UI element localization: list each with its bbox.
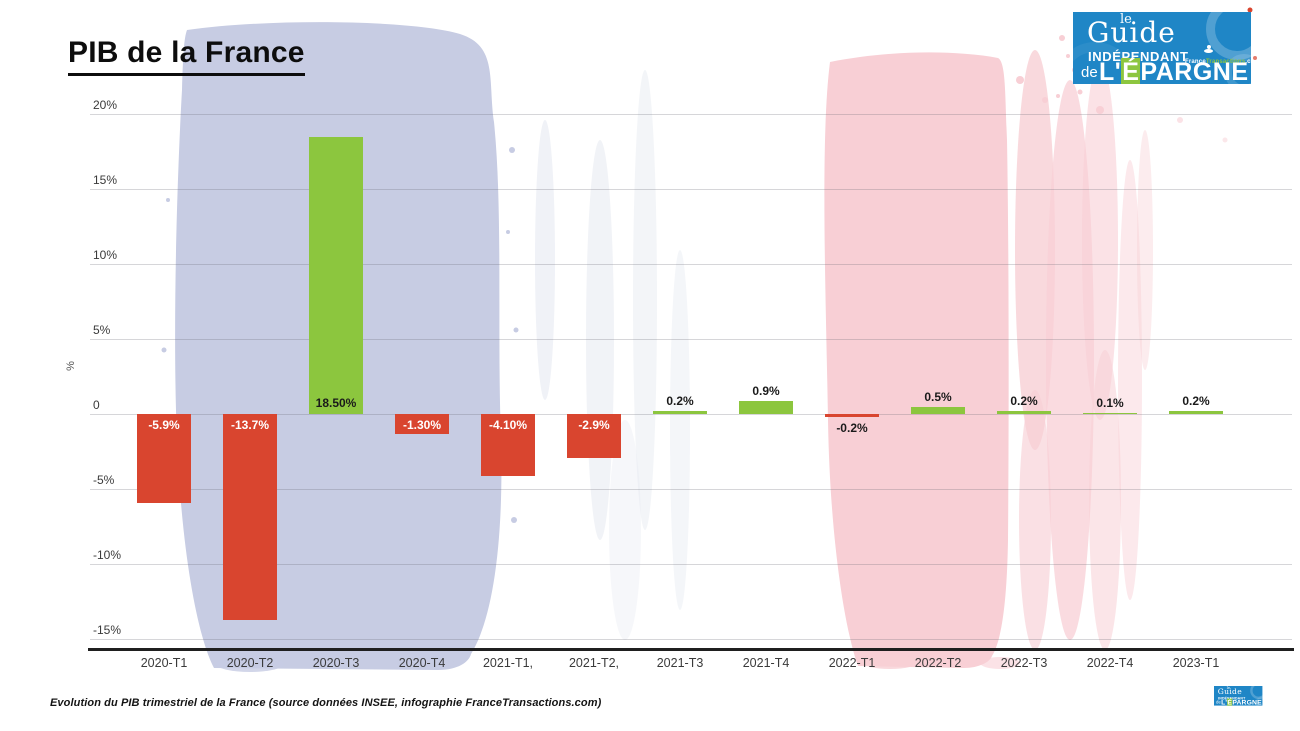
x-tick-label: 2022-T2	[914, 656, 962, 670]
logo-site-url: FranceTransactions.com	[1185, 59, 1251, 65]
bar-2021-T1	[481, 414, 535, 476]
x-tick-label: 2022-T3	[1000, 656, 1048, 670]
gridline	[90, 264, 1292, 265]
bar-2020-T1	[137, 414, 191, 503]
bar-2021-T4	[739, 400, 793, 414]
bar-value-label: -13.7%	[230, 418, 270, 432]
x-tick-label: 2020-T3	[312, 656, 360, 670]
bar-value-label: 0.2%	[666, 394, 694, 408]
bar-value-label: -4.10%	[488, 418, 528, 432]
y-tick-label: -5%	[93, 473, 115, 487]
bar-value-label: 0.2%	[1010, 394, 1038, 408]
bar-value-label: 0.5%	[924, 389, 952, 404]
logo-word-le: le	[1120, 12, 1132, 27]
x-tick-label: 2020-T2	[226, 656, 274, 670]
x-tick-label: 2020-T4	[398, 656, 446, 670]
y-tick-label: 15%	[93, 173, 118, 187]
bar-2022-T2	[911, 406, 965, 414]
x-tick-label: 2022-T4	[1086, 656, 1134, 670]
gridline	[90, 414, 1292, 415]
bar-2022-T3	[997, 411, 1051, 414]
logo-word-epargne: L'ÉPARGNE	[1099, 58, 1249, 84]
x-tick-label: 2021-T3	[656, 656, 704, 670]
y-tick-label: -10%	[93, 548, 122, 562]
source-caption: Evolution du PIB trimestriel de la Franc…	[50, 697, 602, 709]
bar-value-label: 0.2%	[1182, 394, 1210, 408]
logo-word-independant: INDÉPENDANT	[1218, 696, 1245, 700]
guide-epargne-logo-small: le Guide INDÉPENDANT de L'ÉPARGNE	[1214, 686, 1263, 716]
bar-2022-T4	[1083, 412, 1137, 414]
y-tick-label: 5%	[93, 323, 111, 337]
bar-2020-T4	[395, 414, 449, 434]
x-tick-label: 2022-T1	[828, 656, 876, 670]
bar-value-label: 0.1%	[1096, 395, 1124, 410]
logo-word-de: de	[1081, 64, 1098, 81]
x-tick-label: 2020-T1	[140, 656, 188, 670]
logo-word-epargne: L'ÉPARGNE	[1221, 698, 1262, 706]
bar-2023-T1	[1169, 411, 1223, 414]
bar-value-label: -0.2%	[836, 421, 868, 435]
bar-2021-T3	[653, 411, 707, 414]
bar-2022-T1	[825, 414, 879, 417]
bar-2020-T3	[309, 136, 363, 414]
bird-icon	[1203, 45, 1215, 54]
bar-value-label: 18.50%	[315, 396, 357, 410]
x-tick-label: 2021-T1,	[482, 656, 534, 670]
guide-epargne-logo: le Guide INDÉPENDANT FranceTransactions.…	[1073, 12, 1251, 84]
gridline	[90, 564, 1292, 565]
bar-value-label: -2.9%	[578, 418, 610, 432]
page-title: PIB de la France	[68, 36, 305, 76]
gridline	[90, 639, 1292, 640]
logo-ring-decoration	[1225, 54, 1251, 84]
logo-word-guide: Guide	[1087, 16, 1176, 49]
gridline	[90, 189, 1292, 190]
bar-value-label: -5.9%	[148, 418, 180, 432]
gridline	[90, 114, 1292, 115]
gridline	[90, 489, 1292, 490]
bar-value-label: 0.9%	[752, 383, 780, 398]
logo-word-independant: INDÉPENDANT	[1088, 49, 1189, 64]
bar-2020-T2	[223, 414, 277, 620]
y-axis-title: %	[64, 361, 77, 371]
gridline	[90, 339, 1292, 340]
y-tick-label: -15%	[93, 623, 122, 637]
y-tick-label: 10%	[93, 248, 118, 262]
logo-word-guide: Guide	[1217, 687, 1242, 697]
bar-value-label: -1.30%	[402, 418, 442, 432]
x-tick-label: 2021-T4	[742, 656, 790, 670]
y-tick-label: 20%	[93, 98, 118, 112]
y-tick-label: 0	[93, 398, 100, 412]
bar-2021-T2	[567, 414, 621, 458]
logo-ring-decoration	[1255, 697, 1263, 706]
x-axis-line	[88, 648, 1294, 651]
x-tick-label: 2021-T2,	[568, 656, 620, 670]
logo-word-le: le	[1226, 686, 1231, 691]
logo-word-de: de	[1216, 700, 1221, 705]
logo-ring-decoration	[1206, 12, 1251, 60]
x-tick-label: 2023-T1	[1172, 656, 1220, 670]
